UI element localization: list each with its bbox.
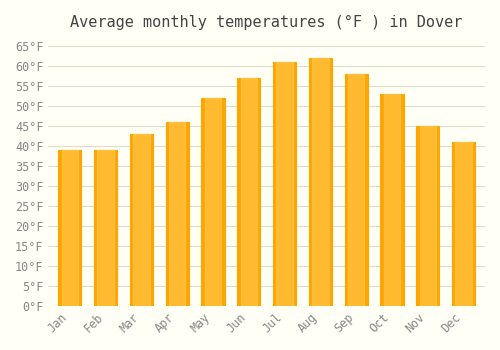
Bar bbox=[237, 78, 260, 306]
Bar bbox=[130, 134, 153, 306]
Title: Average monthly temperatures (°F ) in Dover: Average monthly temperatures (°F ) in Do… bbox=[70, 15, 463, 30]
Bar bbox=[169, 122, 186, 306]
Bar bbox=[62, 150, 78, 306]
Bar bbox=[134, 134, 150, 306]
Bar bbox=[94, 150, 118, 306]
Bar bbox=[273, 62, 296, 306]
Bar bbox=[205, 98, 221, 306]
Bar bbox=[420, 126, 436, 306]
Bar bbox=[384, 94, 400, 306]
Bar bbox=[456, 142, 471, 306]
Bar bbox=[348, 74, 364, 306]
Bar bbox=[276, 62, 292, 306]
Bar bbox=[58, 150, 82, 306]
Bar bbox=[452, 142, 475, 306]
Bar bbox=[312, 58, 328, 306]
Bar bbox=[240, 78, 257, 306]
Bar bbox=[344, 74, 368, 306]
Bar bbox=[202, 98, 224, 306]
Bar bbox=[166, 122, 189, 306]
Bar bbox=[416, 126, 440, 306]
Bar bbox=[308, 58, 332, 306]
Bar bbox=[380, 94, 404, 306]
Bar bbox=[98, 150, 114, 306]
